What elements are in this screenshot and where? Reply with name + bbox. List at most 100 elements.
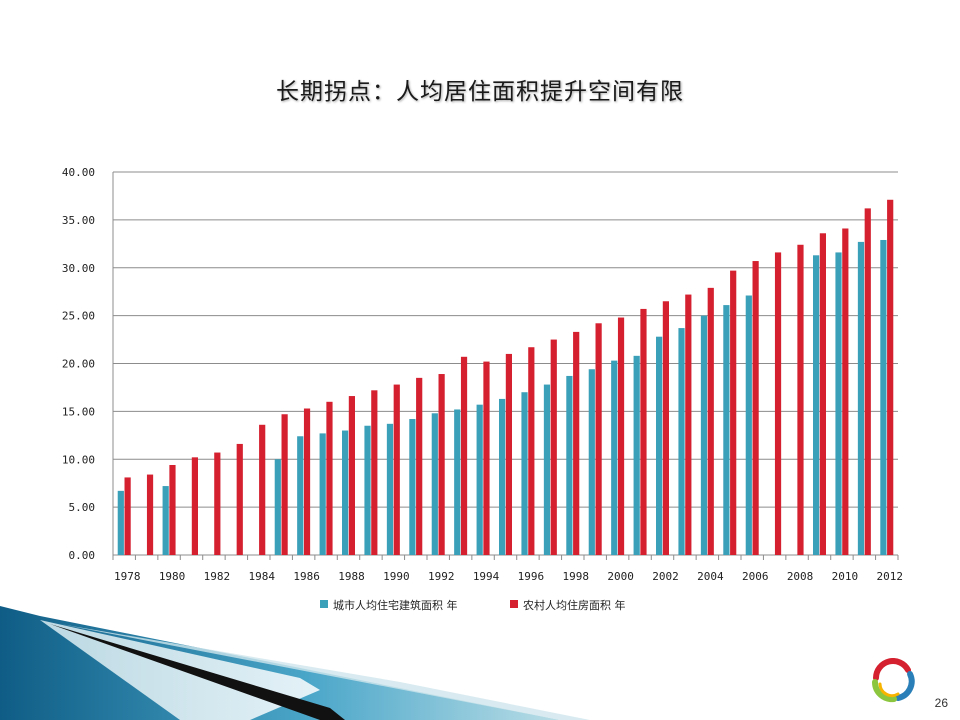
urban-bar-1996	[521, 392, 528, 555]
urban-bar-2009	[813, 255, 820, 556]
legend-label: 农村人均住房面积 年	[523, 598, 626, 612]
urban-bar-1998	[566, 375, 573, 555]
rural-bar-2011	[864, 208, 871, 555]
urban-bar-1986	[297, 436, 304, 555]
legend-label: 城市人均住宅建筑面积 年	[333, 598, 458, 612]
rural-bar-1987	[326, 401, 333, 555]
y-tick-label: 40.00	[62, 166, 95, 179]
legend: 城市人均住宅建筑面积 年 农村人均住房面积 年	[320, 598, 626, 612]
y-tick-label: 10.00	[62, 453, 95, 466]
x-tick-label: 2010	[832, 570, 859, 583]
rural-bar-2000	[617, 317, 625, 555]
urban-bar-1987	[319, 433, 326, 555]
rural-bar-1999	[595, 323, 602, 555]
rural-bar-1984	[259, 424, 266, 555]
rural-bar-1979	[146, 474, 154, 555]
rural-bar-2006	[752, 261, 759, 555]
rural-bar-2002	[662, 301, 669, 555]
urban-bar-1994	[476, 404, 483, 555]
x-tick-label: 1994	[473, 570, 500, 583]
urban-bar-1992	[431, 413, 438, 555]
x-tick-label: 2004	[697, 570, 724, 583]
rural-bar-2012	[887, 199, 894, 555]
x-tick-label: 2012	[877, 570, 904, 583]
rural-bar-1981	[191, 457, 198, 555]
urban-bar-2002	[656, 336, 663, 555]
urban-bar-2010	[835, 252, 842, 555]
rural-bar-2001	[640, 308, 647, 555]
urban-bar-2005	[723, 305, 730, 555]
x-tick-label: 1982	[204, 570, 231, 583]
decorative-swoosh	[0, 606, 590, 720]
urban-bar-1980	[162, 486, 169, 555]
x-tick-label: 1992	[428, 570, 455, 583]
urban-bar-1993	[454, 409, 461, 555]
rural-bar-1995	[505, 353, 512, 555]
rural-bar-2007	[774, 252, 782, 555]
x-tick-label: 1980	[159, 570, 186, 583]
rural-bar-1980	[169, 464, 176, 555]
legend-swatch	[510, 600, 518, 608]
rural-bar-1989	[371, 390, 378, 555]
urban-bar-2001	[633, 355, 640, 555]
x-tick-label: 1990	[383, 570, 410, 583]
rural-bar-1994	[483, 361, 490, 555]
urban-bar-1985	[274, 459, 281, 555]
rural-bar-2008	[797, 244, 804, 555]
legend-swatch	[320, 600, 328, 608]
urban-bar-2011	[857, 241, 865, 555]
y-tick-label: 20.00	[62, 358, 95, 371]
y-tick-label: 30.00	[62, 262, 95, 275]
rural-bar-1996	[528, 347, 535, 555]
urban-bar-1990	[386, 423, 394, 555]
rural-bar-1998	[573, 331, 580, 555]
rural-bar-1978	[124, 477, 131, 555]
rural-bar-2009	[819, 233, 826, 555]
urban-bar-1991	[409, 419, 416, 555]
axes: 0.00 5.00 10.00 15.00 20.00 25.00 30.00 35.00 40…	[62, 166, 903, 583]
x-tick-label: 1986	[293, 570, 320, 583]
gridlines	[113, 171, 898, 556]
urban-bar-1997	[543, 384, 551, 555]
rural-bar-1992	[438, 374, 445, 555]
rural-bar-1990	[393, 384, 400, 555]
company-logo	[871, 658, 915, 703]
rural-bar-1983	[236, 443, 243, 555]
urban-bar-2000	[611, 360, 618, 555]
rural-bar-1997	[550, 339, 557, 555]
x-tick-label: 1984	[249, 570, 276, 583]
x-tick-label: 2000	[607, 570, 634, 583]
rural-bar-2003	[685, 294, 692, 555]
rural-bar-1986	[303, 408, 311, 555]
rural-bar-2005	[730, 270, 737, 555]
x-tick-label: 1978	[114, 570, 141, 583]
x-tick-label: 1996	[518, 570, 545, 583]
x-tick-label: 2002	[652, 570, 679, 583]
urban-bar-1989	[364, 425, 371, 555]
urban-bar-2003	[678, 328, 685, 555]
x-tick-label: 1988	[338, 570, 365, 583]
urban-bar-2012	[880, 239, 887, 556]
rural-bar-2010	[842, 228, 849, 555]
y-tick-label: 25.00	[62, 310, 95, 323]
rural-bar-1991	[416, 377, 423, 555]
rural-bar-2004	[707, 287, 714, 555]
rural-bar-1988	[348, 396, 355, 555]
rural-bar-1982	[214, 452, 221, 555]
urban-bar-1999	[588, 369, 595, 555]
urban-bar-1988	[342, 430, 349, 555]
x-tick-label: 1998	[563, 570, 590, 583]
urban-bar-2004	[700, 315, 708, 555]
urban-bar-1995	[499, 398, 506, 555]
x-tick-label: 2006	[742, 570, 769, 583]
slide-title: 长期拐点：人均居住面积提升空间有限	[276, 79, 684, 105]
y-tick-label: 5.00	[69, 501, 96, 514]
rural-bar-1993	[460, 356, 468, 555]
rural-bar-1985	[281, 414, 288, 555]
urban-bar-2006	[745, 295, 752, 555]
bars	[117, 199, 894, 556]
y-tick-label: 15.00	[62, 405, 95, 418]
page-number: 26	[934, 696, 948, 710]
y-tick-label: 35.00	[62, 214, 95, 227]
